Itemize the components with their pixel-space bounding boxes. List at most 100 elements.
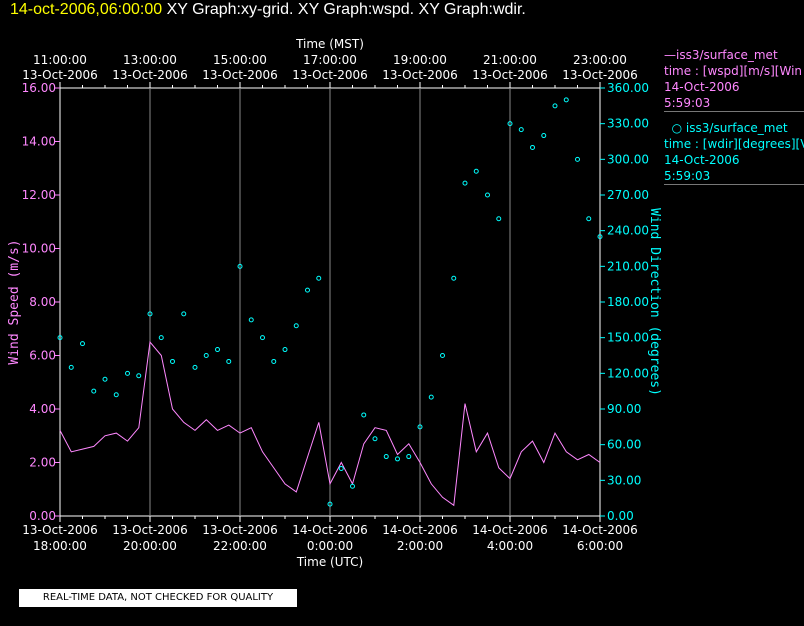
y-right-tick-label-9: 270.00 (607, 188, 649, 202)
y-left-tick-label-1: 2.00 (29, 456, 56, 470)
wdir-point-4 (102, 376, 108, 382)
x-top-tick-date-5: 13-Oct-2006 (472, 68, 548, 82)
y-left-tick-label-4: 8.00 (29, 295, 56, 309)
x-bottom-tick-time-5: 4:00:00 (487, 539, 533, 553)
wdir-point-27 (361, 412, 367, 418)
x-bottom-tick-date-5: 14-Oct-2006 (472, 523, 548, 537)
legend-wdir-field: time : [wdir][degrees][V (664, 137, 804, 151)
wdir-point-22 (305, 287, 310, 293)
x-bottom-axis-title: Time (UTC) (296, 555, 363, 569)
wdir-point-11 (181, 311, 187, 317)
wdir-point-46 (575, 156, 580, 162)
x-top-tick-date-3: 13-Oct-2006 (292, 68, 368, 82)
x-bottom-tick-date-3: 14-Oct-2006 (292, 523, 368, 537)
wdir-point-10 (170, 358, 175, 364)
y-right-tick-label-7: 210.00 (607, 259, 649, 273)
wdir-point-47 (586, 216, 592, 222)
y-right-tick-label-11: 330.00 (607, 117, 649, 131)
wdir-point-17 (248, 317, 254, 323)
wdir-point-5 (113, 392, 119, 398)
x-top-tick-time-6: 23:00:00 (573, 53, 627, 67)
x-top-tick-time-2: 15:00:00 (213, 53, 267, 67)
wdir-point-23 (316, 275, 322, 281)
wdir-point-48 (597, 234, 603, 240)
wdir-point-12 (192, 364, 198, 370)
wdir-point-9 (158, 335, 164, 341)
wdir-point-44 (552, 103, 558, 109)
y-right-tick-label-1: 30.00 (607, 473, 641, 487)
x-bottom-tick-time-1: 20:00:00 (123, 539, 177, 553)
x-bottom-tick-time-2: 22:00:00 (213, 539, 267, 553)
wdir-point-37 (473, 168, 479, 174)
wdir-point-13 (203, 353, 209, 358)
y-left-tick-label-5: 10.00 (22, 242, 56, 256)
x-bottom-tick-date-2: 13-Oct-2006 (202, 523, 278, 537)
wdir-point-41 (518, 127, 524, 133)
legend-wdir-name: ○ iss3/surface_met (664, 121, 788, 135)
y-right-tick-label-6: 180.00 (607, 295, 649, 309)
wdir-point-25 (338, 465, 344, 471)
wdir-point-45 (563, 97, 569, 103)
wdir-point-20 (282, 347, 288, 353)
legend-wdir[interactable]: ○ iss3/surface_met time : [wdir][degrees… (664, 120, 804, 185)
y-left-tick-label-7: 14.00 (22, 135, 56, 149)
wdir-point-39 (496, 216, 502, 222)
y-right-tick-label-5: 150.00 (607, 331, 649, 345)
series-wspd-line (59, 340, 601, 507)
quality-notice: REAL-TIME DATA, NOT CHECKED FOR QUALITY (19, 589, 297, 607)
y-right-tick-label-2: 60.00 (607, 438, 641, 452)
x-bottom-tick-date-0: 13-Oct-2006 (22, 523, 98, 537)
y-right-tick-label-8: 240.00 (607, 224, 649, 238)
x-top-tick-date-0: 13-Oct-2006 (22, 68, 98, 82)
chart-title: 14-oct-2006,06:00:00 XY Graph:xy-grid. X… (10, 1, 526, 23)
wdir-point-14 (215, 347, 220, 353)
wdir-point-33 (428, 394, 434, 400)
wdir-point-36 (462, 180, 468, 186)
y-right-tick-label-10: 300.00 (607, 152, 649, 166)
legend-wspd-field: time : [wspd][m/s][Win (664, 64, 803, 78)
wdir-point-40 (507, 121, 513, 127)
legend-wspd-name: —iss3/surface_met (664, 48, 778, 62)
wdir-point-32 (417, 424, 423, 430)
wdir-point-35 (451, 275, 457, 281)
y-right-tick-label-0: 0.00 (607, 509, 634, 523)
y-left-tick-label-6: 12.00 (22, 188, 56, 202)
x-top-tick-time-3: 17:00:00 (303, 53, 357, 67)
x-bottom-tick-time-3: 0:00:00 (307, 539, 353, 553)
wdir-point-43 (541, 133, 547, 139)
x-bottom-tick-date-1: 13-Oct-2006 (112, 523, 188, 537)
title-graph-names: XY Graph:xy-grid. XY Graph:wspd. XY Grap… (166, 1, 526, 18)
x-bottom-tick-time-6: 6:00:00 (577, 539, 623, 553)
wdir-point-30 (395, 456, 400, 462)
legend-wspd[interactable]: —iss3/surface_met time : [wspd][m/s][Win… (664, 47, 804, 112)
wdir-point-42 (530, 144, 535, 150)
y-left-axis-title: Wind Speed (m/s) (7, 239, 22, 364)
y-right-tick-label-3: 90.00 (607, 402, 641, 416)
legend-wdir-date: 14-Oct-2006 (664, 153, 740, 167)
wdir-point-1 (68, 364, 74, 370)
wdir-point-18 (260, 335, 265, 341)
wdir-point-26 (350, 483, 355, 489)
x-top-tick-time-4: 19:00:00 (393, 53, 447, 67)
y-right-tick-label-12: 360.00 (607, 81, 649, 95)
wdir-point-16 (237, 263, 243, 269)
wdir-point-31 (406, 454, 412, 460)
x-top-tick-time-1: 13:00:00 (123, 53, 177, 67)
y-left-tick-label-3: 6.00 (29, 349, 56, 363)
wdir-point-7 (136, 373, 142, 379)
x-top-tick-date-6: 13-Oct-2006 (562, 68, 638, 82)
wdir-point-0 (57, 335, 63, 341)
y-left-tick-label-2: 4.00 (29, 402, 56, 416)
wdir-point-2 (80, 341, 85, 347)
x-top-axis-title: Time (MST) (295, 37, 364, 51)
x-bottom-tick-time-0: 18:00:00 (33, 539, 87, 553)
x-bottom-tick-date-6: 14-Oct-2006 (562, 523, 638, 537)
y-left-tick-label-8: 16.00 (22, 81, 56, 95)
x-top-tick-date-1: 13-Oct-2006 (112, 68, 188, 82)
wdir-point-28 (372, 436, 378, 442)
wdir-point-34 (440, 353, 445, 358)
x-top-tick-date-4: 13-Oct-2006 (382, 68, 458, 82)
legend-wspd-date: 14-Oct-2006 (664, 80, 740, 94)
x-top-tick-date-2: 13-Oct-2006 (202, 68, 278, 82)
